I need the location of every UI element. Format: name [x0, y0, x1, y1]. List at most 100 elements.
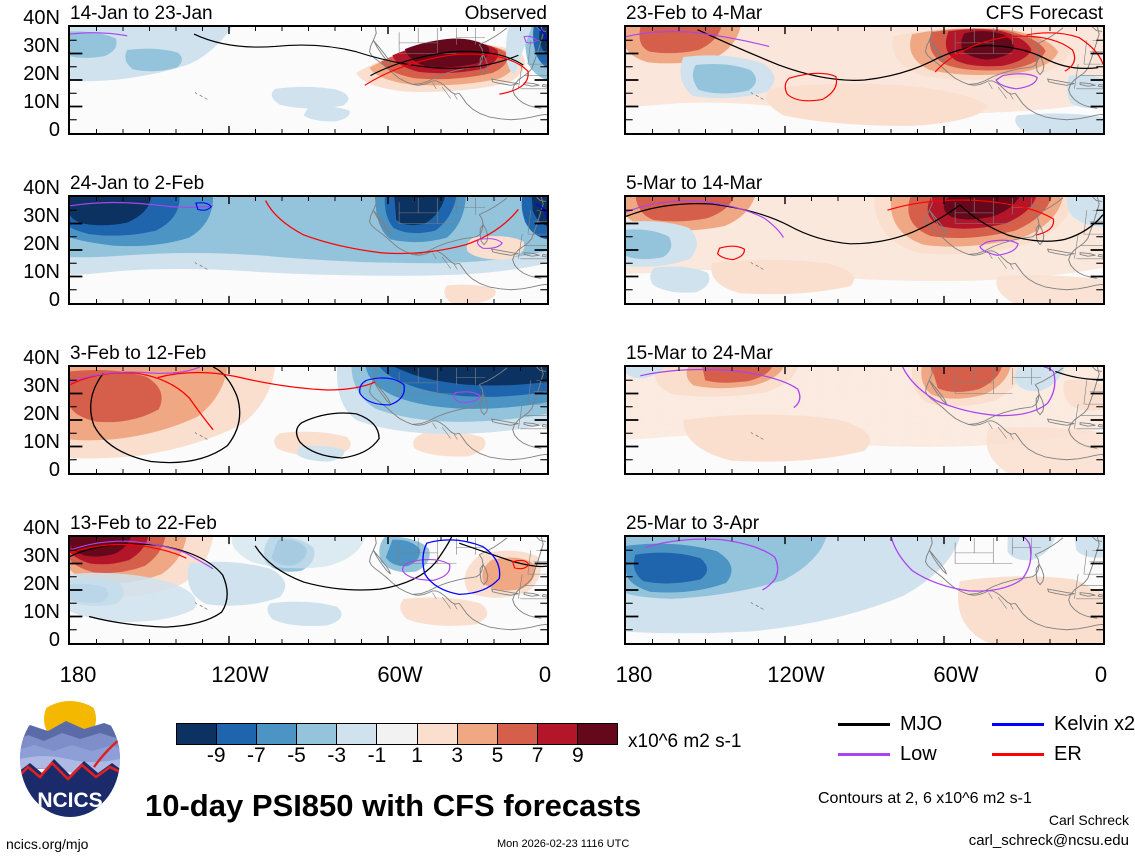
map-area[interactable]: [624, 195, 1105, 305]
line-legend: MJO Kelvin x2 Low ER: [838, 712, 1135, 768]
legend-label-mjo: MJO: [900, 713, 943, 735]
panel-forecast-1: 23-Feb to 4-Mar CFS Forecast: [624, 4, 1105, 135]
ylabel-0-row4: 0: [48, 629, 60, 651]
axis-ticks: [626, 537, 1103, 643]
colorbar-tick-label: -1: [367, 744, 387, 767]
axis-ticks: [70, 27, 547, 133]
axis-ticks: [70, 367, 547, 473]
map-area[interactable]: [624, 365, 1105, 475]
colorbar-tick-label: 1: [411, 744, 423, 767]
colorbar-swatch-9: [537, 724, 578, 744]
colorbar-swatch-6: [417, 724, 458, 744]
contour-note: Contours at 2, 6 x10^6 m2 s-1: [818, 790, 1032, 807]
colorbar-tick-label: -5: [287, 744, 306, 767]
ylabel-10n-row3: 10N: [23, 431, 60, 453]
ylabel-20n-row1: 20N: [23, 63, 60, 85]
legend-label-kelvin: Kelvin x2: [1054, 713, 1135, 735]
colorbar-swatch-1: [217, 724, 258, 744]
axis-ticks: [626, 367, 1103, 473]
colorbar-tick-label: 7: [531, 744, 544, 767]
ylabel-20n-row2: 20N: [23, 233, 60, 255]
legend-label-er: ER: [1054, 743, 1082, 765]
axis-ticks: [70, 537, 547, 643]
map-area[interactable]: [68, 365, 549, 475]
timestamp: Mon 2026-02-23 1116 UTC: [497, 838, 630, 850]
xlabel-0-left: 0: [538, 662, 552, 687]
colorbar-ticks: -9 -7 -5 -3 -1 1 3 5 7 9: [176, 745, 618, 771]
ylabel-0-row2: 0: [48, 289, 60, 311]
xlabel-120w-right: 120W: [767, 662, 825, 687]
panel-title: 5-Mar to 14-Mar: [626, 173, 763, 194]
map-area[interactable]: [624, 25, 1105, 135]
ylabel-30n-row3: 30N: [23, 375, 60, 397]
ylabel-10n-row1: 10N: [23, 91, 60, 113]
colorbar-swatch-4: [337, 724, 378, 744]
axis-ticks: [626, 27, 1103, 133]
xlabel-60w-right: 60W: [933, 662, 979, 687]
colorbar-units: x10^6 m2 s-1: [628, 731, 742, 752]
colorbar-tick-label: 3: [451, 744, 464, 767]
colorbar-swatch-2: [257, 724, 298, 744]
colorbar-swatch-0: [177, 724, 218, 744]
legend-line-low: [838, 753, 890, 756]
panel-title: 15-Mar to 24-Mar: [626, 343, 773, 364]
map-area[interactable]: [68, 195, 549, 305]
panel-observed-2: 24-Jan to 2-Feb: [68, 174, 549, 305]
colorbar-swatch-7: [457, 724, 498, 744]
colorbar-tick-label: 9: [571, 744, 584, 767]
panel-side-label: CFS Forecast: [985, 3, 1103, 24]
legend-line-kelvin: [992, 723, 1044, 726]
colorbar-tick-label: 5: [491, 744, 504, 767]
ylabel-10n-row4: 10N: [23, 601, 60, 623]
panel-forecast-4: 25-Mar to 3-Apr: [624, 514, 1105, 645]
colorbar-swatch-8: [497, 724, 538, 744]
map-area[interactable]: [68, 25, 549, 135]
xlabel-120w-left: 120W: [211, 662, 269, 687]
xlabel-180-left: 180: [59, 662, 97, 687]
figure-title: 10-day PSI850 with CFS forecasts: [145, 788, 642, 823]
panel-observed-4: 13-Feb to 22-Feb: [68, 514, 549, 645]
ylabel-30n-row1: 30N: [23, 35, 60, 57]
colorbar-tick-label: -3: [327, 744, 347, 767]
panel-observed-1: 14-Jan to 23-Jan Observed: [68, 4, 549, 135]
ylabel-10n-row2: 10N: [23, 261, 60, 283]
ylabel-20n-row3: 20N: [23, 403, 60, 425]
panel-title: 24-Jan to 2-Feb: [70, 173, 205, 194]
ncics-logo: NCICS: [20, 701, 120, 817]
panel-title: 13-Feb to 22-Feb: [70, 513, 217, 534]
ylabel-40n-row3: 40N: [23, 347, 60, 369]
panel-observed-3: 3-Feb to 12-Feb: [68, 344, 549, 475]
axis-ticks: [70, 197, 547, 303]
panel-side-label: Observed: [464, 3, 547, 24]
legend-line-er: [992, 753, 1044, 756]
ylabel-0-row3: 0: [48, 459, 60, 481]
author-name: Carl Schreck: [1048, 812, 1129, 828]
ylabel-40n-row4: 40N: [23, 517, 60, 539]
panel-title: 14-Jan to 23-Jan: [70, 3, 213, 24]
panel-title: 23-Feb to 4-Mar: [626, 3, 763, 24]
colorbar-swatch-10: [577, 724, 618, 744]
colorbar-swatch-5: [377, 724, 418, 744]
ylabel-20n-row4: 20N: [23, 573, 60, 595]
axis-ticks: [626, 197, 1103, 303]
xlabel-0-right: 0: [1094, 662, 1108, 687]
ylabel-30n-row2: 30N: [23, 205, 60, 227]
ylabel-40n-row2: 40N: [23, 177, 60, 199]
map-area[interactable]: [624, 535, 1105, 645]
site-url[interactable]: ncics.org/mjo: [6, 836, 89, 852]
author-email[interactable]: carl_schreck@ncsu.edu: [968, 832, 1129, 849]
panel-title: 25-Mar to 3-Apr: [626, 513, 760, 534]
xlabel-60w-left: 60W: [377, 662, 423, 687]
map-area[interactable]: [68, 535, 549, 645]
ylabel-0-row1: 0: [48, 119, 60, 141]
panel-forecast-2: 5-Mar to 14-Mar: [624, 174, 1105, 305]
xlabel-180-right: 180: [615, 662, 653, 687]
ncics-logo-text: NCICS: [37, 789, 102, 812]
colorbar: [176, 723, 618, 745]
colorbar-swatch-3: [297, 724, 338, 744]
panel-forecast-3: 15-Mar to 24-Mar: [624, 344, 1105, 475]
colorbar-tick-label: -9: [206, 744, 226, 767]
legend-line-mjo: [838, 723, 890, 726]
ylabel-30n-row4: 30N: [23, 545, 60, 567]
